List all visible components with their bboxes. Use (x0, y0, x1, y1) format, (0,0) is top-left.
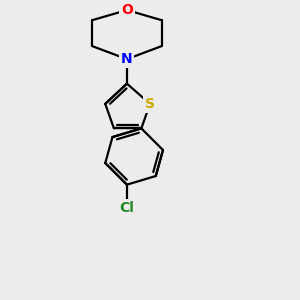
Text: N: N (121, 52, 133, 66)
Text: O: O (121, 3, 133, 17)
Text: S: S (145, 97, 155, 111)
Text: Cl: Cl (119, 201, 134, 215)
